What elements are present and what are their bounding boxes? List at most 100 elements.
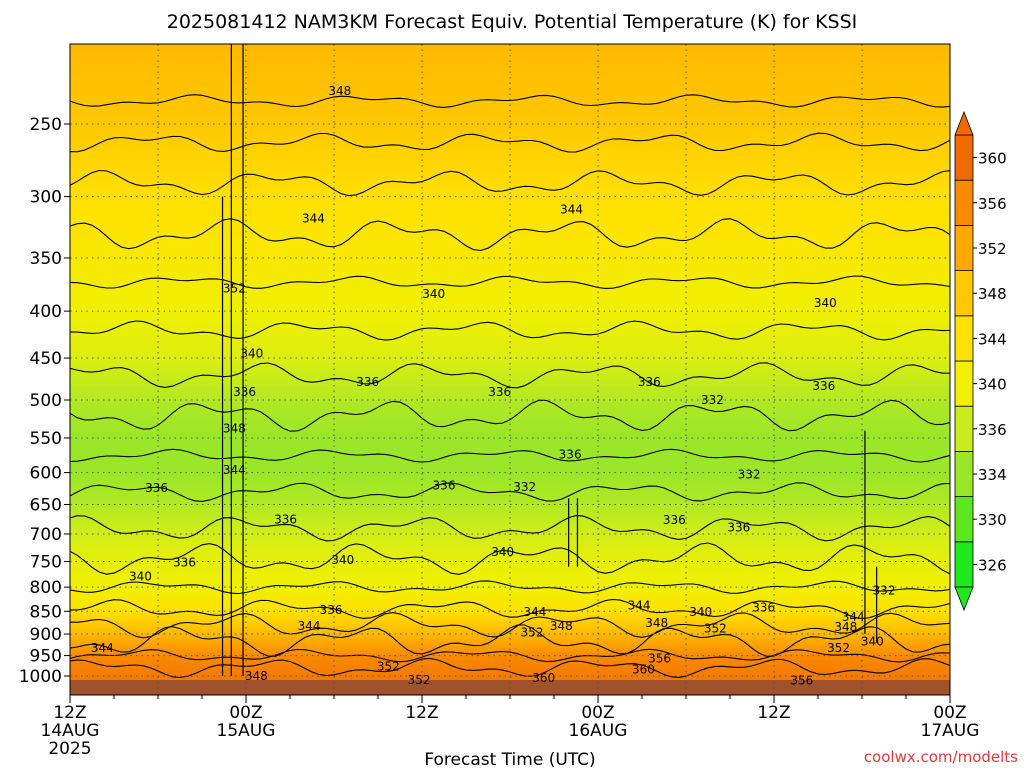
contour-label: 336 xyxy=(638,375,661,389)
contour-line xyxy=(70,362,950,389)
x-tick-label: 14AUG xyxy=(41,721,100,741)
contour-label: 348 xyxy=(328,84,351,98)
contour-label: 344 xyxy=(842,610,865,624)
contour-label: 340 xyxy=(240,347,263,361)
colorbar-tick-label: 326 xyxy=(978,556,1007,574)
contour-line xyxy=(70,169,950,197)
y-tick-label: 600 xyxy=(30,464,62,484)
contour-label: 344 xyxy=(223,463,246,477)
x-tick-label: 00Z xyxy=(933,703,966,723)
contour-label: 332 xyxy=(738,468,761,482)
colorbar-segment xyxy=(954,541,974,588)
contour-label: 340 xyxy=(861,634,884,648)
y-tick-label: 300 xyxy=(30,188,62,208)
contour-label: 336 xyxy=(812,379,835,393)
theta-band xyxy=(70,437,950,474)
x-tick-label: 15AUG xyxy=(217,721,276,741)
x-tick-label: 16AUG xyxy=(569,721,628,741)
colorbar-extend-max xyxy=(954,110,974,136)
contour-label: 336 xyxy=(727,521,750,535)
colorbar-tick-label: 334 xyxy=(978,466,1007,484)
y-tick-label: 500 xyxy=(30,391,62,411)
credit-link[interactable]: coolwx.com/modelts xyxy=(864,748,1018,766)
contour-label: 336 xyxy=(320,603,343,617)
colorbar-tick-label: 348 xyxy=(978,285,1007,303)
theta-band xyxy=(70,587,950,612)
y-tick-label: 800 xyxy=(30,578,62,598)
colorbar-tick-label: 344 xyxy=(978,330,1007,348)
colorbar: 326 330 334 336 340 344 348 352 356 360 xyxy=(954,110,1007,612)
contour-label: 344 xyxy=(628,599,651,613)
colorbar-segment xyxy=(954,450,974,497)
contour-label: 336 xyxy=(488,385,511,399)
contour-label: 344 xyxy=(91,641,114,655)
x-tick-label: 12Z xyxy=(757,703,790,723)
contour-label: 348 xyxy=(550,619,573,633)
y-tick-label: 450 xyxy=(30,349,62,369)
colorbar-segment xyxy=(954,224,974,271)
contour-label: 332 xyxy=(873,584,896,598)
contour-label: 360 xyxy=(532,671,555,685)
contour-line xyxy=(70,132,950,153)
contour-label: 332 xyxy=(701,393,724,407)
contour-label: 336 xyxy=(233,385,256,399)
colorbar-tick-label: 352 xyxy=(978,240,1007,258)
contour-label: 340 xyxy=(814,296,837,310)
contour-lines xyxy=(70,44,950,679)
colorbar-segment xyxy=(954,179,974,226)
y-tick-label: 650 xyxy=(30,495,62,515)
contour-label: 344 xyxy=(523,605,546,619)
contour-line xyxy=(70,515,950,542)
contour-label: 352 xyxy=(377,660,400,674)
contour-label: 356 xyxy=(648,651,671,665)
contour-label: 352 xyxy=(521,626,544,640)
contour-label: 348 xyxy=(223,421,246,435)
chart-title: 2025081412 NAM3KM Forecast Equiv. Potent… xyxy=(167,11,858,33)
contour-label: 336 xyxy=(274,512,297,526)
colorbar-extend-min xyxy=(954,586,974,612)
contour-line xyxy=(70,320,950,341)
theta-band xyxy=(70,472,950,505)
contour-line xyxy=(70,218,950,252)
colorbar-segment xyxy=(954,315,974,362)
x-axis-title: Forecast Time (UTC) xyxy=(424,750,595,768)
contour-label: 336 xyxy=(663,513,686,527)
contour-label: 336 xyxy=(356,375,379,389)
colorbar-segment xyxy=(954,270,974,317)
y-tick-label: 550 xyxy=(30,429,62,449)
y-tick-label: 1000 xyxy=(19,667,62,687)
y-tick-label: 700 xyxy=(30,525,62,545)
contour-label: 344 xyxy=(298,619,321,633)
contour-label: 348 xyxy=(834,620,857,634)
x-tick-label: 00Z xyxy=(229,703,262,723)
contour-label: 356 xyxy=(790,674,813,688)
contour-label: 360 xyxy=(632,663,655,677)
grid-lines xyxy=(70,44,950,695)
contour-label: 348 xyxy=(645,616,668,630)
y-tick-label: 950 xyxy=(30,647,62,667)
contour-label: 336 xyxy=(173,556,196,570)
colorbar-tick-label: 356 xyxy=(978,195,1007,213)
y-tick-label: 250 xyxy=(30,115,62,135)
theta-band xyxy=(70,196,950,259)
y-tick-label: 750 xyxy=(30,552,62,572)
colorbar-tick-label: 340 xyxy=(978,376,1007,394)
contour-label: 340 xyxy=(689,605,712,619)
y-tick-label: 850 xyxy=(30,602,62,622)
contour-label: 340 xyxy=(331,553,354,567)
colorbar-segment xyxy=(954,405,974,452)
contour-label: 336 xyxy=(145,481,168,495)
y-tick-label: 400 xyxy=(30,302,62,322)
x-tick-label: 2025 xyxy=(48,739,91,759)
contour-line xyxy=(70,482,950,502)
contour-line xyxy=(70,612,950,639)
colorbar-tick-label: 360 xyxy=(978,150,1007,168)
contour-label: 340 xyxy=(422,287,445,301)
contour-label: 352 xyxy=(408,673,431,687)
contour-label: 336 xyxy=(752,601,775,615)
colorbar-tick-label: 330 xyxy=(978,511,1007,529)
color-bands xyxy=(70,44,950,695)
y-axis: 250 300 350 400 450 500 550 600 650 700 750 800 850 9… xyxy=(19,115,70,687)
colorbar-tick-label: 336 xyxy=(978,421,1007,439)
